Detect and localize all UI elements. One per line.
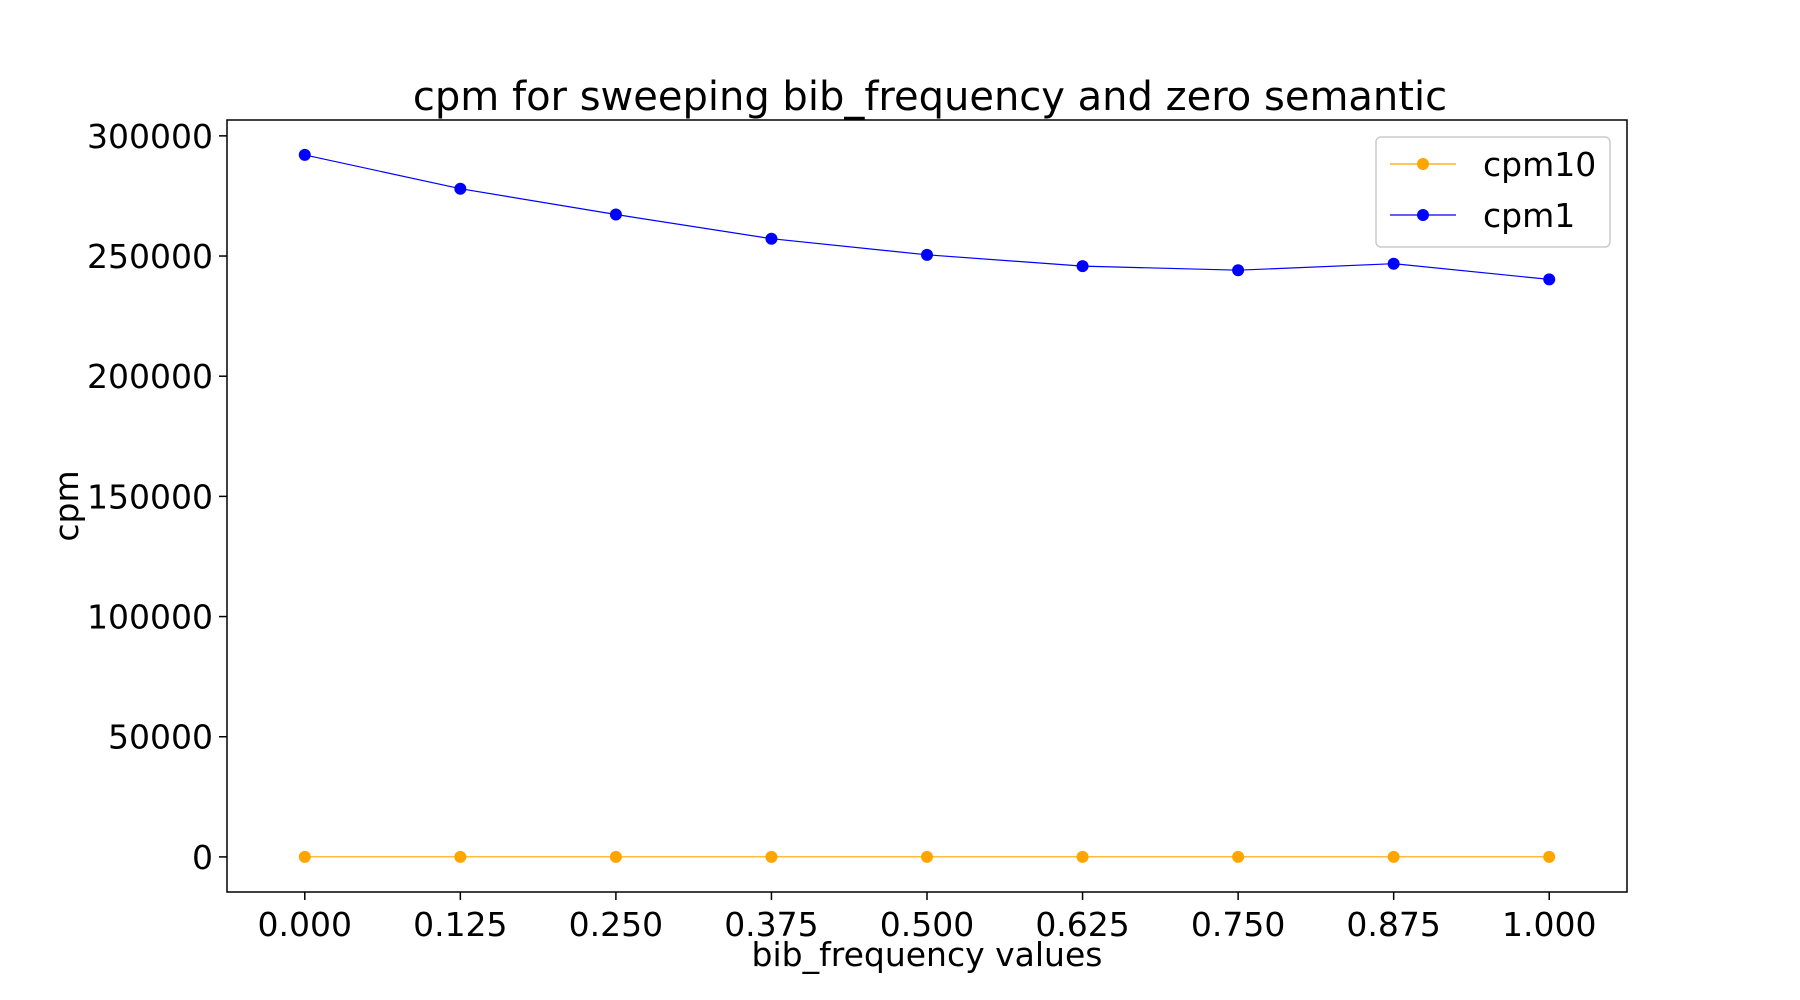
y-axis-label: cpm — [47, 470, 86, 541]
y-axis: 0 50000 100000 150000 200000 250000 300000 — [87, 117, 227, 877]
data-point-cpm1 — [765, 232, 778, 245]
data-point-cpm1 — [1076, 260, 1089, 273]
y-tick-label: 150000 — [87, 477, 213, 516]
data-point-cpm1 — [609, 208, 622, 221]
x-tick-label: 0.375 — [724, 905, 818, 944]
data-point-cpm10 — [298, 850, 311, 863]
data-point-cpm10 — [1076, 850, 1089, 863]
y-tick-label: 0 — [192, 838, 213, 877]
legend-marker-cpm1 — [1417, 209, 1429, 221]
x-axis: 0.000 0.125 0.250 0.375 0.500 0.625 0.750 0.875… — [258, 892, 1596, 944]
y-tick-label: 300000 — [87, 117, 213, 156]
legend-marker-cpm10 — [1417, 158, 1429, 170]
y-tick-label: 250000 — [87, 237, 213, 276]
legend: cpm10 cpm1 — [1375, 136, 1611, 248]
x-axis-label: bib_frequency values — [752, 935, 1103, 974]
data-point-cpm1 — [1543, 273, 1556, 286]
x-tick-label: 0.750 — [1191, 905, 1285, 944]
series-layer — [298, 148, 1556, 863]
y-tick-label: 50000 — [108, 718, 213, 757]
data-point-cpm1 — [921, 248, 933, 261]
x-tick-label: 0.875 — [1346, 905, 1440, 944]
legend-label-cpm10: cpm10 — [1483, 145, 1596, 184]
data-point-cpm10 — [765, 850, 778, 863]
legend-label-cpm1: cpm1 — [1483, 196, 1575, 235]
y-tick-label: 200000 — [87, 357, 213, 396]
data-point-cpm10 — [1543, 850, 1556, 863]
x-tick-label: 0.000 — [258, 905, 352, 944]
data-point-cpm1 — [298, 148, 311, 161]
x-tick-label: 0.500 — [880, 905, 974, 944]
x-tick-label: 0.250 — [569, 905, 663, 944]
x-tick-label: 0.625 — [1035, 905, 1129, 944]
data-point-cpm10 — [454, 850, 467, 863]
data-point-cpm1 — [454, 182, 467, 195]
data-point-cpm10 — [921, 850, 933, 863]
data-point-cpm10 — [1232, 850, 1245, 863]
data-point-cpm10 — [609, 850, 622, 863]
data-point-cpm1 — [1232, 264, 1245, 277]
x-tick-label: 1.000 — [1502, 905, 1596, 944]
y-tick-label: 100000 — [87, 598, 213, 637]
x-tick-label: 0.125 — [413, 905, 507, 944]
data-point-cpm1 — [1387, 257, 1400, 270]
data-point-cpm10 — [1387, 850, 1400, 863]
chart-title: cpm for sweeping bib_frequency and zero … — [413, 74, 1447, 120]
